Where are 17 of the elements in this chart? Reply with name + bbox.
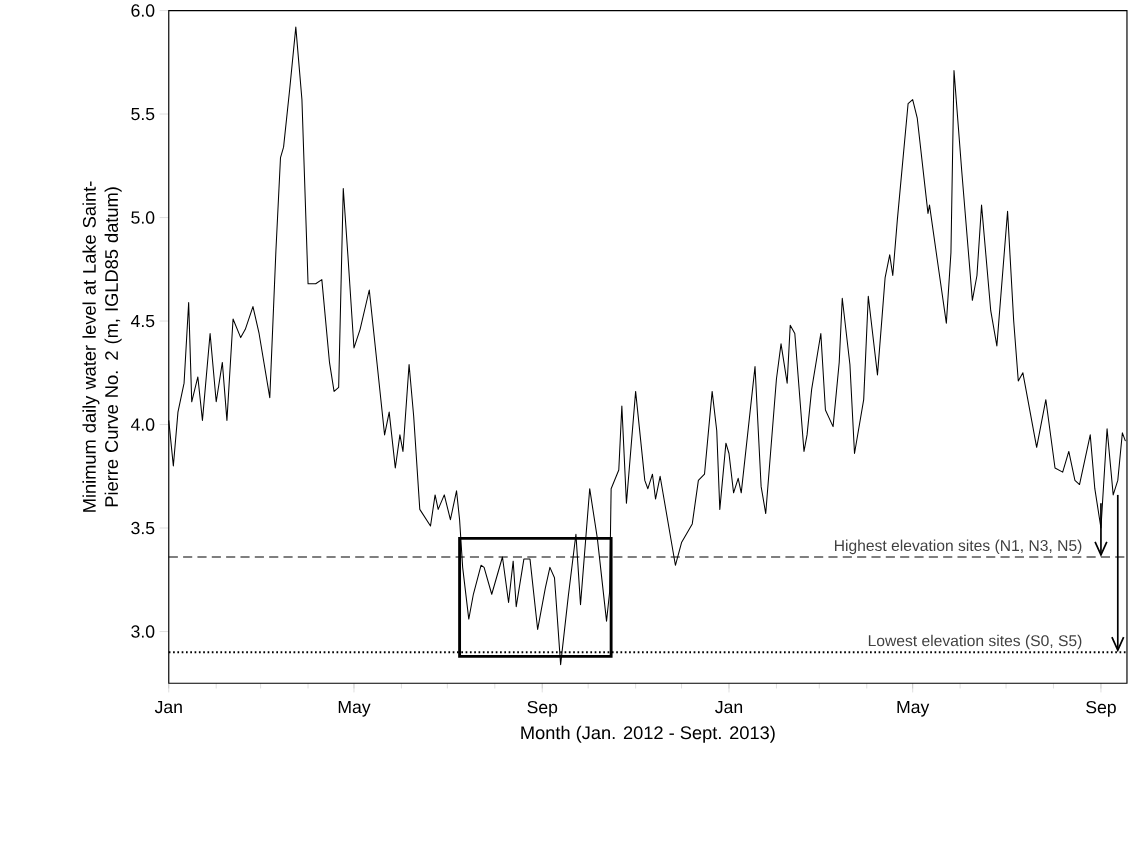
- x-tick-label: Sep: [527, 701, 558, 718]
- y-axis-title: Minimum daily water level at Lake Saint-Pierre Curve No. 2 (m, IGLD85 datum): [82, 181, 122, 512]
- ref-line-label: Lowest elevation sites (S0, S5): [868, 634, 1082, 650]
- x-axis-title: Month (Jan. 2012 - Sept. 2013): [521, 725, 775, 743]
- y-tick-label: 5.5: [131, 108, 155, 121]
- y-tick-label: 3.0: [131, 625, 155, 638]
- x-tick-label: May: [338, 701, 371, 717]
- x-tick-label: May: [897, 701, 930, 717]
- y-tick-label: 4.5: [130, 315, 155, 328]
- y-tick-label: 4.0: [130, 418, 155, 431]
- y-tick-label: 6.0: [131, 4, 155, 17]
- y-tick-label: 5.0: [131, 211, 155, 224]
- y-tick-label: 3.5: [131, 521, 155, 535]
- x-tick-label: Jan: [154, 701, 182, 714]
- x-tick-label: Jan: [715, 701, 743, 714]
- ref-line-label: Highest elevation sites (N1, N3, N5): [835, 539, 1082, 555]
- x-tick-label: Sep: [1086, 701, 1116, 718]
